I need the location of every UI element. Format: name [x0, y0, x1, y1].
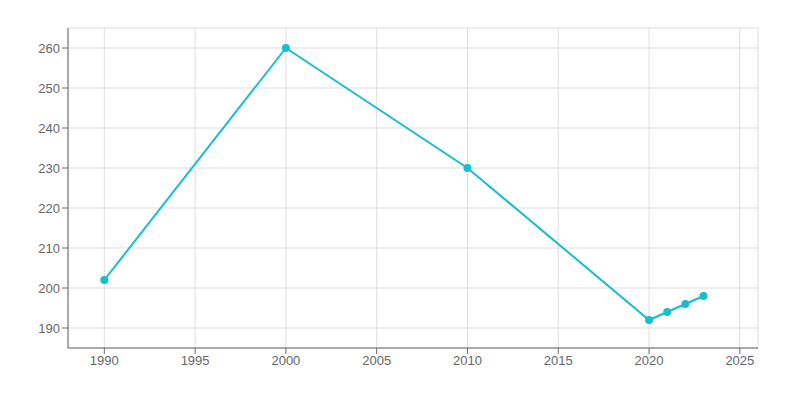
svg-text:250: 250 [38, 81, 60, 96]
svg-text:2010: 2010 [453, 353, 482, 368]
svg-text:190: 190 [38, 321, 60, 336]
svg-text:1990: 1990 [90, 353, 119, 368]
svg-text:200: 200 [38, 281, 60, 296]
svg-text:260: 260 [38, 41, 60, 56]
svg-text:2005: 2005 [362, 353, 391, 368]
svg-text:2020: 2020 [635, 353, 664, 368]
svg-text:2015: 2015 [544, 353, 573, 368]
svg-text:2000: 2000 [271, 353, 300, 368]
svg-text:210: 210 [38, 241, 60, 256]
svg-text:240: 240 [38, 121, 60, 136]
svg-text:1995: 1995 [181, 353, 210, 368]
svg-text:230: 230 [38, 161, 60, 176]
svg-text:2025: 2025 [725, 353, 754, 368]
svg-text:220: 220 [38, 201, 60, 216]
